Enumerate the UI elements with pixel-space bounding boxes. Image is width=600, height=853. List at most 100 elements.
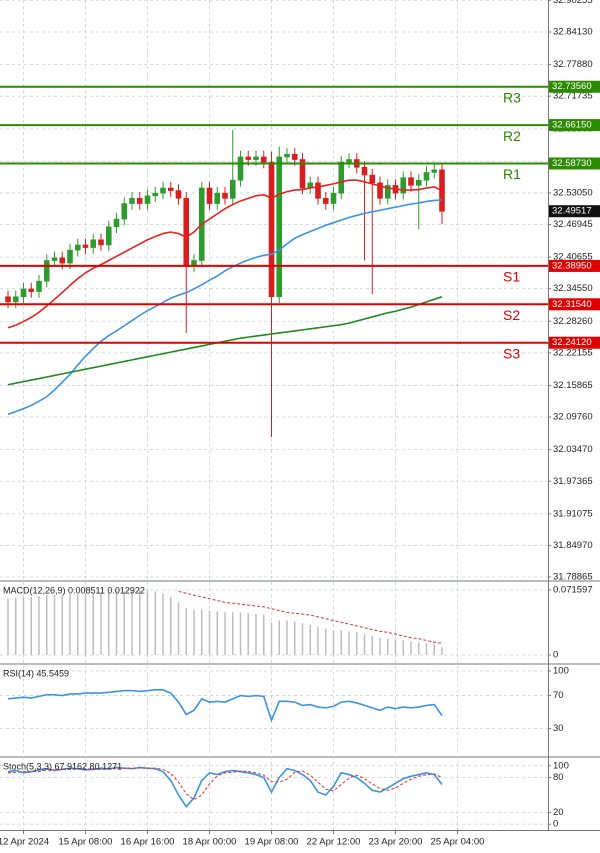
- indicator-line: [178, 590, 443, 644]
- x-tick-label: 23 Apr 20:00: [369, 837, 423, 848]
- candle-body: [74, 244, 81, 251]
- histogram-bar: [387, 638, 389, 656]
- histogram-bar: [301, 623, 304, 656]
- histogram-bar: [263, 615, 265, 656]
- pivot-level-tag: [549, 157, 600, 170]
- candle-body: [136, 198, 143, 204]
- histogram-bar: [146, 590, 149, 656]
- histogram-bar: [170, 596, 172, 656]
- pivot-level-value: 32.66150: [552, 120, 592, 131]
- candle-body: [276, 156, 283, 298]
- histogram-bar: [394, 639, 397, 656]
- histogram-bar: [208, 610, 211, 656]
- candle-body: [90, 239, 97, 248]
- histogram-bar: [410, 641, 412, 656]
- candle-body: [12, 296, 19, 303]
- candle-body: [260, 156, 267, 163]
- last-price-tag: [549, 205, 600, 218]
- candle-body: [67, 249, 73, 264]
- histogram-bar: [53, 595, 56, 656]
- pivot-level-name: S2: [503, 307, 520, 323]
- candle-body: [214, 192, 221, 204]
- candle-body: [51, 257, 58, 261]
- histogram-bar: [46, 595, 48, 656]
- candle-body: [167, 187, 174, 191]
- histogram-bar: [154, 591, 156, 656]
- histogram-bar: [201, 609, 203, 656]
- x-tick-label: 16 Apr 16:00: [121, 837, 175, 848]
- candle-body: [268, 161, 275, 298]
- histogram-bar: [309, 625, 311, 656]
- candle-body: [144, 195, 151, 204]
- candle-body: [229, 179, 236, 199]
- candle-body: [284, 154, 290, 158]
- y-tick-label: 32.90255: [553, 0, 593, 6]
- histogram-bar: [77, 594, 79, 656]
- candle-body: [59, 257, 66, 264]
- histogram-bar: [348, 631, 350, 656]
- indicator-line: [7, 179, 443, 329]
- y-tick-label: 0: [553, 819, 558, 830]
- y-tick-label: 32.34550: [553, 283, 593, 294]
- candle-body: [423, 172, 430, 181]
- candle-body: [222, 192, 228, 199]
- candle-body: [82, 244, 89, 248]
- y-tick-label: 31.97365: [553, 476, 593, 487]
- y-tick-label: 0.071597: [553, 585, 593, 596]
- histogram-bar: [278, 620, 280, 656]
- candle-body: [105, 226, 112, 246]
- y-tick-label: 32.46945: [553, 219, 593, 230]
- pivot-level-tag: [549, 298, 600, 311]
- histogram-bar: [255, 614, 257, 656]
- candle-body: [245, 156, 252, 160]
- y-tick-label: 31.91075: [553, 508, 593, 519]
- y-tick-label: 80: [553, 772, 564, 783]
- candle-body: [36, 280, 42, 292]
- y-tick-label: 0: [553, 650, 558, 661]
- y-tick-label: 32.77880: [553, 59, 593, 70]
- histogram-bar: [216, 611, 218, 656]
- candle-body: [98, 239, 104, 246]
- histogram-bar: [418, 642, 420, 656]
- histogram-bar: [185, 607, 187, 656]
- pivot-level-name: R3: [503, 89, 521, 105]
- x-tick-label: 22 Apr 12:00: [307, 837, 361, 848]
- x-tick-label: 12 Apr 2024: [0, 837, 49, 848]
- histogram-bar: [356, 632, 358, 656]
- histogram-bar: [317, 626, 319, 656]
- histogram-bar: [340, 630, 342, 656]
- candle-body: [338, 161, 345, 194]
- histogram-bar: [425, 643, 428, 656]
- pivot-level-tag: [549, 80, 600, 93]
- y-tick-label: 32.28260: [553, 316, 593, 327]
- y-tick-label: 20: [553, 807, 564, 818]
- y-tick-label: 100: [553, 760, 569, 771]
- histogram-bar: [441, 647, 443, 656]
- histogram-bar: [22, 596, 25, 656]
- histogram-bar: [115, 591, 118, 656]
- y-tick-label: 32.09760: [553, 412, 593, 423]
- pivot-level-tag: [549, 336, 600, 349]
- candle-body: [361, 166, 368, 176]
- candle-body: [291, 154, 298, 160]
- y-tick-label: 32.40655: [553, 252, 593, 263]
- candle-body: [28, 288, 35, 292]
- candle-body: [408, 177, 414, 186]
- candle-body: [206, 187, 213, 204]
- histogram-bar: [379, 637, 381, 656]
- y-tick-label: 30: [553, 723, 564, 734]
- histogram-bar: [433, 644, 435, 656]
- histogram-bar: [69, 594, 71, 656]
- histogram-bar: [177, 602, 180, 656]
- histogram-bar: [363, 634, 366, 656]
- candle-body: [346, 159, 352, 163]
- histogram-bar: [332, 630, 335, 656]
- histogram-bar: [402, 640, 404, 656]
- candle-body: [253, 156, 259, 160]
- candle-body: [400, 177, 407, 194]
- candle-body: [315, 182, 321, 199]
- x-tick-label: 19 Apr 08:00: [245, 837, 299, 848]
- candle-body: [415, 179, 422, 186]
- histogram-bar: [131, 590, 133, 656]
